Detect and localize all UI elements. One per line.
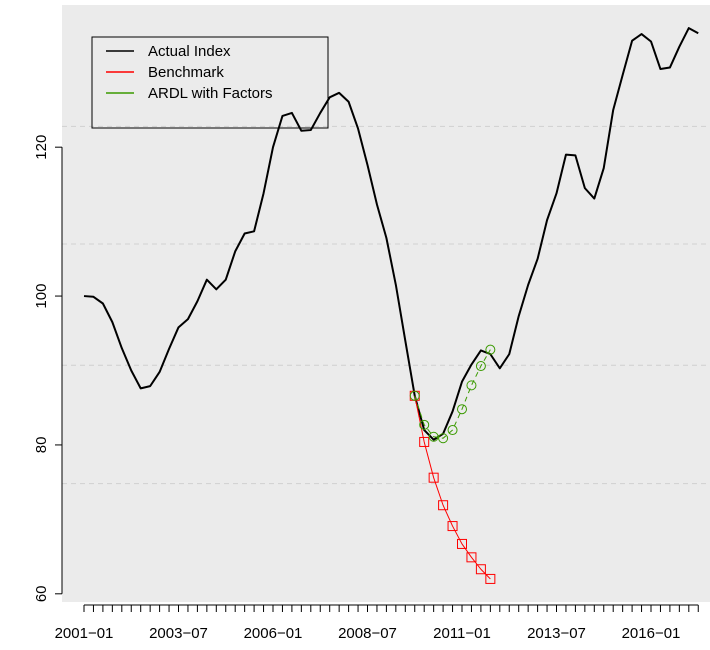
marker-circle xyxy=(447,425,458,436)
marker-square xyxy=(475,564,486,575)
y-tick-label: 100 xyxy=(33,284,50,309)
marker-circle xyxy=(457,404,467,415)
marker-square xyxy=(466,552,477,563)
marker-square xyxy=(438,500,449,511)
x-tick-label: 2003−07 xyxy=(149,625,208,642)
marker-square xyxy=(457,538,467,549)
y-tick-label: 80 xyxy=(33,437,50,454)
x-tick-label: 2011−01 xyxy=(433,625,491,642)
x-tick-label: 2016−01 xyxy=(622,625,681,642)
marker-circle xyxy=(466,380,477,391)
legend: Actual Index Benchmark ARDL with Factors xyxy=(91,36,329,129)
marker-circle xyxy=(419,419,430,430)
marker-circle xyxy=(409,390,420,401)
x-tick-label: 2001−01 xyxy=(55,625,114,642)
marker-square xyxy=(447,521,458,532)
marker-square xyxy=(428,472,439,483)
series-line xyxy=(83,27,699,441)
marker-circle xyxy=(475,361,486,372)
y-tick-label: 120 xyxy=(33,135,50,160)
series-line xyxy=(414,349,491,439)
marker-circle xyxy=(438,433,449,444)
legend-label: ARDL with Factors xyxy=(148,85,272,102)
marker-square xyxy=(419,436,430,447)
x-tick-label: 2008−07 xyxy=(338,625,397,642)
series-line xyxy=(414,395,491,580)
x-tick-label: 2006−01 xyxy=(244,625,303,642)
marker-square xyxy=(485,573,496,584)
plot-background xyxy=(62,5,710,602)
legend-label: Benchmark xyxy=(148,64,224,81)
y-tick-label: 60 xyxy=(33,585,50,602)
x-tick-label: 2013−07 xyxy=(527,625,586,642)
marker-circle xyxy=(428,431,439,442)
legend-label: Actual Index xyxy=(148,43,231,60)
legend-box xyxy=(91,36,329,129)
marker-circle xyxy=(485,344,496,355)
